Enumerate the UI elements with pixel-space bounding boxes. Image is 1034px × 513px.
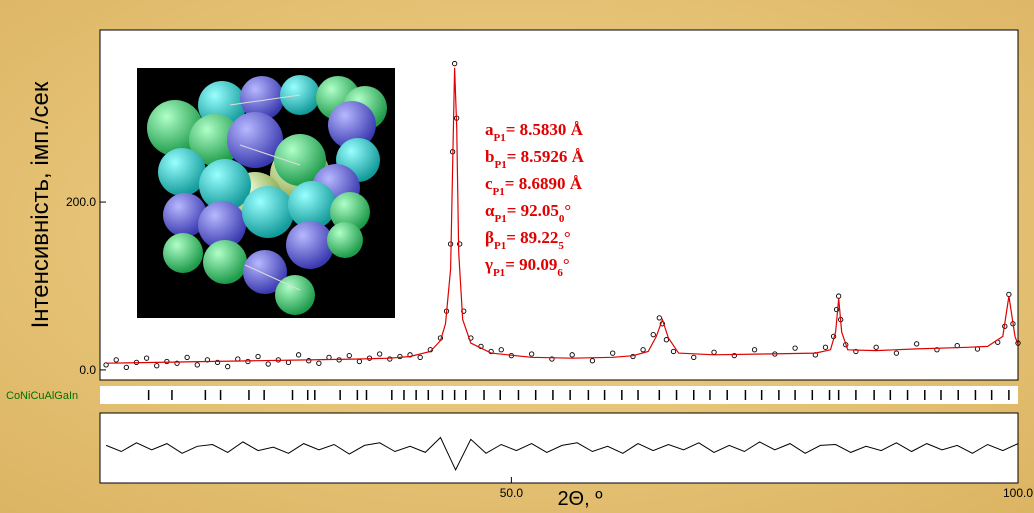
observed-point (549, 356, 555, 362)
observed-point (245, 358, 251, 365)
subscript: 0 (559, 213, 565, 225)
calculated-line (106, 67, 1019, 364)
observed-point (377, 351, 383, 357)
observed-point (569, 352, 575, 358)
observed-point (610, 350, 616, 356)
subscript: P1 (494, 159, 506, 171)
x-tick-label: 50.0 (500, 486, 524, 500)
parameter-text: γ (484, 255, 493, 274)
lattice-parameter: βP1= 89.225° (485, 228, 571, 252)
observed-point (306, 358, 312, 364)
x-tick-label: 100.0 (1003, 486, 1033, 500)
observed-point (498, 347, 504, 353)
observed-point (670, 348, 677, 355)
lattice-parameter: bP1= 8.5926 Å (485, 147, 585, 171)
observed-point (265, 361, 271, 367)
difference-line (105, 436, 1019, 472)
observed-point (893, 350, 900, 356)
observed-point (457, 241, 463, 247)
observed-point (528, 351, 535, 357)
observed-point (731, 353, 737, 359)
lattice-parameter: αP1= 92.050° (485, 201, 571, 225)
parameter-text: = 90.09 (505, 255, 557, 274)
observed-point (214, 359, 221, 366)
subscript: P1 (493, 186, 505, 198)
observed-point (123, 364, 129, 371)
parameter-text: a (485, 120, 494, 139)
observed-point (650, 332, 656, 338)
observed-point (792, 345, 798, 351)
observed-point (164, 358, 170, 365)
observed-point (656, 315, 662, 321)
parameter-text: ° (563, 255, 570, 274)
observed-point (225, 363, 231, 370)
observed-point (589, 358, 596, 364)
observed-point (417, 354, 423, 360)
observed-point (751, 347, 758, 353)
lattice-parameter: cP1= 8.6890 Å (485, 174, 583, 198)
observed-point (934, 347, 940, 353)
observed-point (833, 306, 840, 313)
y-tick-label: 200.0 (66, 195, 96, 209)
parameter-text: ° (564, 228, 571, 247)
observed-point (691, 354, 697, 360)
observed-point (184, 354, 190, 360)
observed-point (640, 347, 646, 353)
y-tick-label: 0.0 (79, 363, 96, 377)
observed-point (836, 293, 842, 299)
parameter-text: b (485, 147, 494, 166)
observed-point (461, 308, 467, 314)
crystal-structure-image (137, 68, 395, 318)
lattice-parameter: γP1= 90.096° (484, 255, 570, 279)
observed-point (873, 344, 879, 350)
subscript: P1 (494, 132, 506, 144)
y-axis-label: Інтенсивність, імп./сек (27, 81, 54, 328)
observed-point (346, 353, 352, 359)
parameter-text: α (485, 201, 495, 220)
parameter-text: = 8.5830 Å (506, 120, 584, 139)
observed-point (397, 353, 403, 360)
difference-panel (99, 412, 1019, 484)
observed-point (853, 348, 859, 355)
x-axis-label: 2Θ, º (557, 488, 603, 510)
parameter-text: = 89.22 (506, 228, 558, 247)
observed-point (154, 363, 160, 369)
observed-point (630, 353, 636, 360)
observed-point (659, 321, 666, 327)
lattice-parameter: aP1= 8.5830 Å (485, 120, 584, 144)
observed-point (663, 337, 670, 343)
subscript: 6 (557, 267, 563, 279)
observed-point (255, 353, 261, 360)
observed-point (451, 60, 458, 67)
parameter-text: = 92.05 (507, 201, 559, 220)
observed-point (822, 344, 829, 350)
observed-point (174, 360, 180, 366)
subscript: P1 (494, 240, 506, 252)
parameter-text: = 8.6890 Å (505, 174, 583, 193)
parameter-text: = 8.5926 Å (507, 147, 585, 166)
subscript: P1 (495, 213, 507, 225)
parameter-text: ° (564, 201, 571, 220)
observed-point (1015, 340, 1021, 346)
observed-point (295, 352, 302, 358)
observed-point (914, 341, 920, 347)
observed-point (143, 355, 150, 361)
bragg-strip (100, 386, 1018, 404)
observed-point (113, 357, 119, 363)
subscript: P1 (493, 267, 505, 279)
subscript: 5 (558, 240, 564, 252)
phase-label: CoNiCuAlGaIn (6, 390, 78, 402)
observed-point (194, 362, 200, 368)
parameter-text: β (485, 228, 494, 247)
observed-point (316, 360, 322, 366)
parameter-text: c (485, 174, 493, 193)
observed-point (387, 356, 393, 362)
observed-point (103, 362, 109, 368)
